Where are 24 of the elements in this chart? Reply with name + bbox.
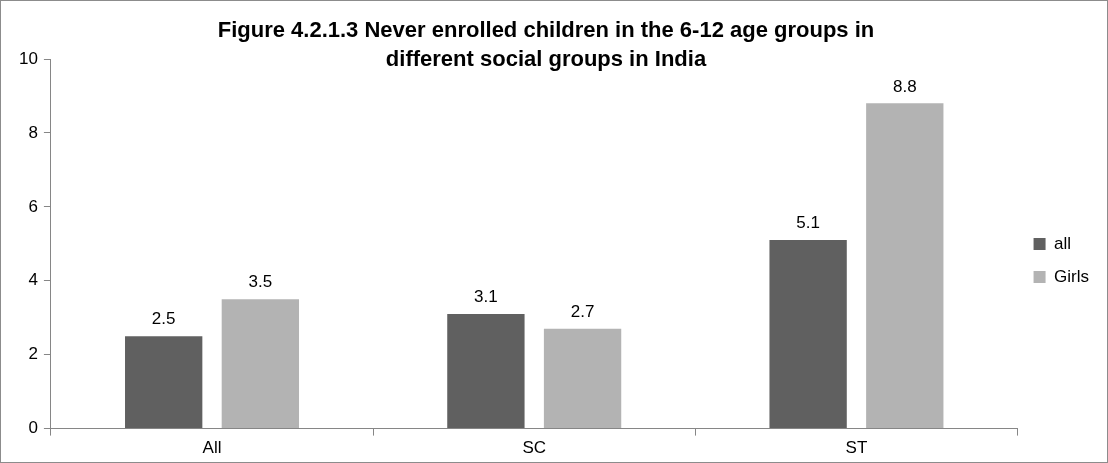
data-label: 2.7 (570, 302, 595, 321)
y-tick-label: 4 (28, 270, 38, 290)
data-label: 2.5 (151, 309, 176, 329)
data-label: 3.1 (474, 287, 498, 307)
y-tick-label: 0 (28, 418, 38, 438)
y-tick-label: 8 (28, 122, 38, 142)
bar (125, 336, 203, 429)
y-tick-label: 2 (28, 344, 38, 364)
x-tick-label: SC (522, 438, 547, 458)
legend-label: all (1054, 233, 1072, 253)
bar (866, 103, 944, 429)
x-tick-label: ST (845, 438, 868, 458)
y-tick-label: 6 (28, 196, 38, 216)
bar (769, 240, 847, 429)
y-tick-label: 10 (18, 48, 38, 68)
bar (221, 299, 300, 429)
data-label: 5.1 (796, 213, 820, 233)
chart-title: Figure 4.2.1.3 Never enrolled children in the 6-12 age groups in different social groups in India (216, 16, 876, 73)
data-label: 3.5 (248, 272, 273, 292)
legend-label: Girls (1054, 266, 1090, 286)
bar (447, 314, 525, 429)
data-label: 8.8 (892, 76, 917, 96)
bar (543, 328, 622, 429)
x-tick-label: All (202, 438, 222, 458)
